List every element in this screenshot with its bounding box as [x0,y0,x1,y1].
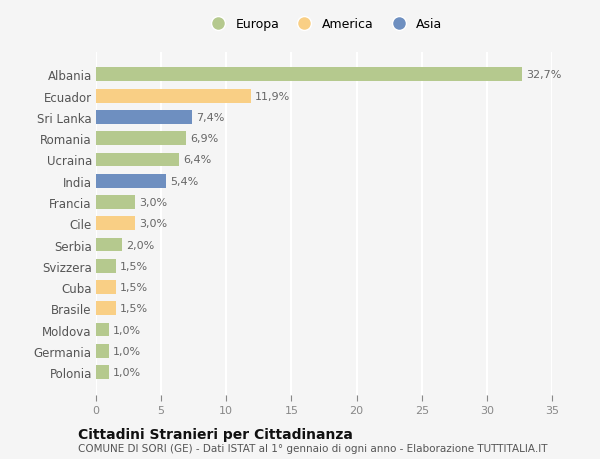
Bar [96,90,251,103]
Bar [96,302,116,315]
Text: 3,0%: 3,0% [139,219,167,229]
Text: 1,0%: 1,0% [113,367,141,377]
Bar [96,323,109,337]
Legend: Europa, America, Asia: Europa, America, Asia [206,18,442,31]
Text: 6,9%: 6,9% [190,134,218,144]
Text: 1,0%: 1,0% [113,325,141,335]
Text: 1,0%: 1,0% [113,346,141,356]
Bar [96,344,109,358]
Text: 32,7%: 32,7% [526,70,562,80]
Bar [96,68,522,82]
Text: 7,4%: 7,4% [196,112,224,123]
Bar [96,111,193,124]
Text: Cittadini Stranieri per Cittadinanza: Cittadini Stranieri per Cittadinanza [78,427,353,441]
Bar [96,280,116,294]
Bar [96,217,135,231]
Text: COMUNE DI SORI (GE) - Dati ISTAT al 1° gennaio di ogni anno - Elaborazione TUTTI: COMUNE DI SORI (GE) - Dati ISTAT al 1° g… [78,443,548,453]
Bar [96,174,166,188]
Bar [96,238,122,252]
Bar [96,365,109,379]
Bar [96,259,116,273]
Text: 1,5%: 1,5% [119,282,148,292]
Bar [96,196,135,209]
Text: 1,5%: 1,5% [119,304,148,313]
Text: 11,9%: 11,9% [255,91,290,101]
Text: 1,5%: 1,5% [119,261,148,271]
Bar [96,132,186,146]
Text: 2,0%: 2,0% [126,240,154,250]
Bar [96,153,179,167]
Text: 3,0%: 3,0% [139,197,167,207]
Text: 5,4%: 5,4% [170,176,199,186]
Text: 6,4%: 6,4% [183,155,212,165]
